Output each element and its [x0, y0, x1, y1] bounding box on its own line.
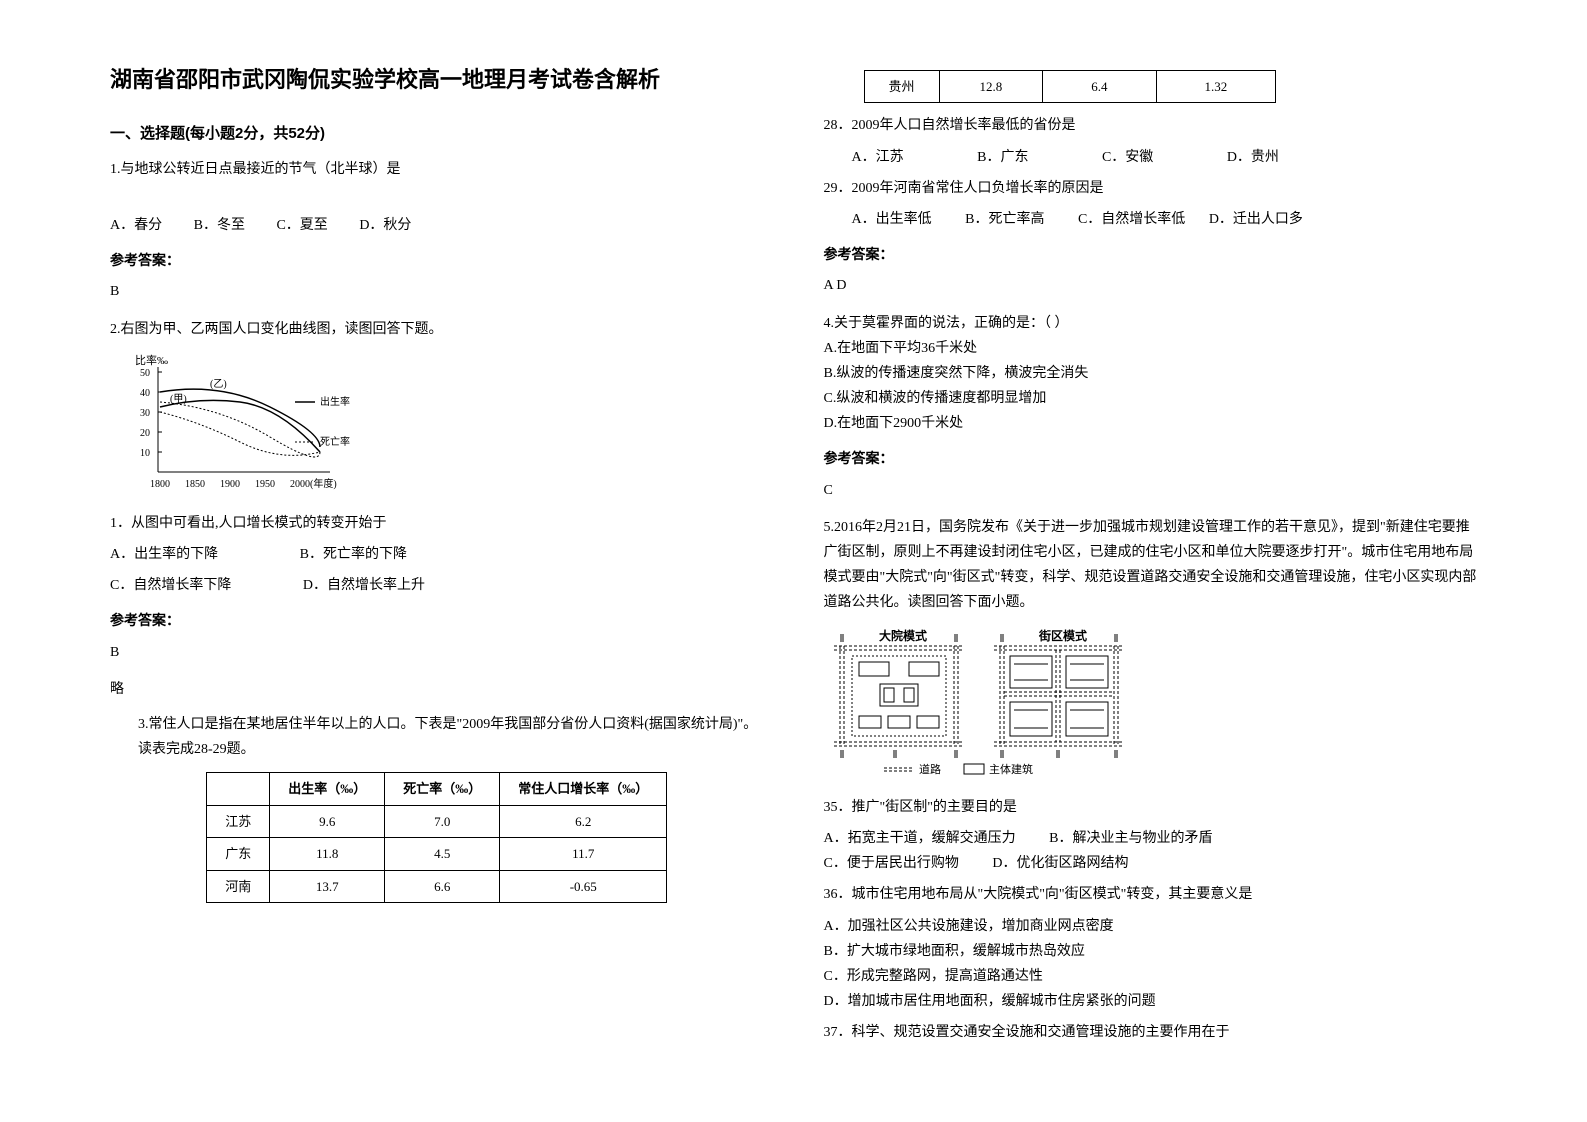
- svg-text:主体建筑: 主体建筑: [989, 762, 1033, 776]
- q4-opt-a: A.在地面下平均36千米处: [824, 336, 1478, 361]
- q2-stem: 2.右图为甲、乙两国人口变化曲线图，读图回答下题。: [110, 317, 764, 342]
- q29-opt-b: B．死亡率高: [965, 207, 1044, 232]
- q1-answer-label: 参考答案：: [110, 248, 764, 273]
- q28-opt-a: A．江苏: [852, 145, 904, 170]
- question-4: 4.关于莫霍界面的说法，正确的是：（ ） A.在地面下平均36千米处 B.纵波的…: [824, 311, 1478, 503]
- q1-opt-a: A．春分: [110, 213, 162, 238]
- q36-opt-b: B．扩大城市绿地面积，缓解城市热岛效应: [824, 939, 1478, 964]
- q37-stem: 37．科学、规范设置交通安全设施和交通管理设施的主要作用在于: [824, 1020, 1478, 1045]
- page-title: 湖南省邵阳市武冈陶侃实验学校高一地理月考试卷含解析: [110, 60, 764, 100]
- q2-answer-label: 参考答案：: [110, 608, 764, 633]
- population-table-cont: 贵州 12.8 6.4 1.32: [864, 70, 1277, 103]
- svg-text:10: 10: [140, 448, 150, 459]
- svg-text:20: 20: [140, 428, 150, 439]
- th-blank: [207, 773, 270, 805]
- svg-text:道路: 道路: [919, 762, 941, 776]
- table-row: 广东 11.8 4.5 11.7: [207, 838, 667, 870]
- chart-ylabel: 比率‰: [135, 353, 168, 367]
- table-row: 江苏 9.6 7.0 6.2: [207, 805, 667, 837]
- svg-text:出生率: 出生率: [320, 395, 350, 408]
- svg-text:30: 30: [140, 408, 150, 419]
- q1-answer: B: [110, 279, 764, 304]
- population-table: 出生率（‰） 死亡率（‰） 常住人口增长率（‰） 江苏 9.6 7.0 6.2 …: [206, 772, 667, 903]
- q28-stem: 28．2009年人口自然增长率最低的省份是: [824, 113, 1478, 138]
- q36-opt-c: C．形成完整路网，提高道路通达性: [824, 964, 1478, 989]
- th-growth: 常住人口增长率（‰）: [500, 773, 667, 805]
- q3-answer-label: 参考答案：: [824, 242, 1478, 267]
- q2-options: A．出生率的下降 B．死亡率的下降: [110, 542, 764, 567]
- q4-opt-d: D.在地面下2900千米处: [824, 411, 1478, 436]
- q2-opt-b: B．死亡率的下降: [300, 542, 407, 567]
- q35-opt-c: C．便于居民出行购物: [824, 856, 959, 871]
- q3-answer: A D: [824, 273, 1478, 298]
- q35-opt-a: A．拓宽主干道，缓解交通压力: [824, 831, 1016, 846]
- q35-opt-b: B．解决业主与物业的矛盾: [1049, 831, 1212, 846]
- question-3-intro: 3.常住人口是指在某地居住半年以上的人口。下表是"2009年我国部分省份人口资料…: [110, 712, 764, 762]
- q2-opt-d: D．自然增长率上升: [303, 573, 425, 598]
- q1-stem: 1.与地球公转近日点最接近的节气（北半球）是: [110, 157, 764, 182]
- q28-opt-c: C．安徽: [1102, 145, 1153, 170]
- q29-opt-d: D．迁出人口多: [1209, 207, 1303, 232]
- q4-opt-c: C.纵波和横波的传播速度都明显增加: [824, 386, 1478, 411]
- svg-text:50: 50: [140, 368, 150, 379]
- q2-note: 略: [110, 677, 764, 702]
- q4-answer-label: 参考答案：: [824, 446, 1478, 471]
- q4-opt-b: B.纵波的传播速度突然下降，横波完全消失: [824, 361, 1478, 386]
- q35-row2: C．便于居民出行购物 D．优化街区路网结构: [824, 851, 1478, 876]
- svg-text:(乙): (乙): [210, 378, 227, 390]
- table-row: 贵州 12.8 6.4 1.32: [864, 71, 1276, 103]
- q2-options-2: C．自然增长率下降 D．自然增长率上升: [110, 573, 764, 598]
- svg-text:1900: 1900: [220, 479, 240, 490]
- q2-answer: B: [110, 640, 764, 665]
- svg-text:死亡率: 死亡率: [320, 435, 350, 448]
- q29-stem: 29．2009年河南省常住人口负增长率的原因是: [824, 176, 1478, 201]
- q36-opt-d: D．增加城市居住用地面积，缓解城市住房紧张的问题: [824, 989, 1478, 1014]
- svg-text:街区模式: 街区模式: [1038, 628, 1087, 643]
- svg-text:1800: 1800: [150, 479, 170, 490]
- th-birth: 出生率（‰）: [270, 773, 385, 805]
- q29-options: A．出生率低 B．死亡率高 C．自然增长率低 D．迁出人口多: [824, 207, 1478, 232]
- q2-opt-a: A．出生率的下降: [110, 542, 218, 567]
- question-5: 5.2016年2月21日，国务院发布《关于进一步加强城市规划建设管理工作的若干意…: [824, 515, 1478, 1046]
- th-death: 死亡率（‰）: [385, 773, 500, 805]
- q36-opt-a: A．加强社区公共设施建设，增加商业网点密度: [824, 914, 1478, 939]
- q1-opt-c: C．夏至: [276, 213, 327, 238]
- svg-text:1950: 1950: [255, 479, 275, 490]
- block-mode-diagram: 大院模式: [824, 626, 1478, 785]
- svg-text:40: 40: [140, 388, 150, 399]
- q36-stem: 36．城市住宅用地布局从"大院模式"向"街区模式"转变，其主要意义是: [824, 882, 1478, 907]
- q28-opt-b: B．广东: [977, 145, 1028, 170]
- q1-options: A．春分 B．冬至 C．夏至 D．秋分: [110, 213, 764, 238]
- q1-opt-d: D．秋分: [359, 213, 411, 238]
- svg-text:1850: 1850: [185, 479, 205, 490]
- population-chart: 比率‰ 50 40 30 20 10 1800 1850 1900 1950 2…: [130, 352, 764, 501]
- svg-text:(甲): (甲): [170, 394, 187, 405]
- q4-stem: 4.关于莫霍界面的说法，正确的是：（ ）: [824, 311, 1478, 336]
- q35-opt-d: D．优化街区路网结构: [992, 856, 1128, 871]
- q3-intro: 3.常住人口是指在某地居住半年以上的人口。下表是"2009年我国部分省份人口资料…: [138, 717, 757, 757]
- q5-intro: 5.2016年2月21日，国务院发布《关于进一步加强城市规划建设管理工作的若干意…: [824, 515, 1478, 616]
- q35-stem: 35．推广"街区制"的主要目的是: [824, 795, 1478, 820]
- q28-options: A．江苏 B．广东 C．安徽 D．贵州: [824, 145, 1478, 170]
- q35-row1: A．拓宽主干道，缓解交通压力 B．解决业主与物业的矛盾: [824, 826, 1478, 851]
- question-1: 1.与地球公转近日点最接近的节气（北半球）是 A．春分 B．冬至 C．夏至 D．…: [110, 157, 764, 305]
- table-row: 河南 13.7 6.6 -0.65: [207, 870, 667, 902]
- table-header-row: 出生率（‰） 死亡率（‰） 常住人口增长率（‰）: [207, 773, 667, 805]
- q4-answer: C: [824, 478, 1478, 503]
- q29-opt-c: C．自然增长率低: [1078, 207, 1185, 232]
- svg-text:大院模式: 大院模式: [879, 628, 927, 643]
- q2-opt-c: C．自然增长率下降: [110, 573, 231, 598]
- q28-opt-d: D．贵州: [1227, 145, 1279, 170]
- q29-opt-a: A．出生率低: [852, 207, 932, 232]
- svg-text:2000(年度): 2000(年度): [290, 477, 337, 490]
- section-heading: 一、选择题(每小题2分，共52分): [110, 120, 764, 147]
- question-2: 2.右图为甲、乙两国人口变化曲线图，读图回答下题。 比率‰ 50 40 30 2…: [110, 317, 764, 703]
- q2-sub: 1．从图中可看出,人口增长模式的转变开始于: [110, 511, 764, 536]
- q1-opt-b: B．冬至: [194, 213, 245, 238]
